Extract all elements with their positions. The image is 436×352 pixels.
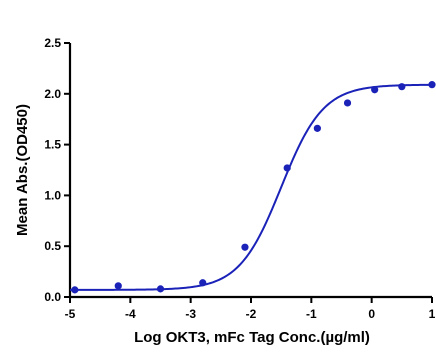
data-point: [371, 86, 379, 94]
y-tick-label: 0.0: [44, 290, 61, 304]
data-point: [241, 243, 249, 251]
data-point: [428, 81, 436, 89]
data-point: [199, 279, 207, 287]
data-point: [313, 124, 321, 132]
data-point: [71, 286, 79, 294]
y-axis-title: Mean Abs.(OD450): [14, 104, 31, 236]
x-tick-label: -3: [185, 307, 196, 321]
x-tick-label: -1: [306, 307, 317, 321]
x-axis: -5 -4 -3 -2 -1 0 1: [65, 295, 436, 321]
data-point: [398, 83, 406, 91]
data-point: [114, 282, 122, 290]
y-tick-label: 1.0: [44, 188, 61, 202]
x-tick-label: 1: [429, 307, 436, 321]
x-tick-label: -2: [246, 307, 257, 321]
x-tick-label: 0: [368, 307, 375, 321]
data-point: [283, 164, 291, 172]
fit-curve: [70, 83, 433, 291]
data-point: [156, 285, 165, 293]
data-point: [343, 99, 352, 107]
y-axis: 0.0 0.5 1.0 1.5 2.0 2.5: [44, 36, 72, 304]
y-tick-label: 1.5: [44, 138, 61, 152]
y-tick-label: 2.0: [44, 87, 61, 101]
data-points: [71, 81, 436, 294]
y-tick-label: 2.5: [44, 36, 61, 50]
x-ticks: -5 -4 -3 -2 -1 0 1: [65, 297, 436, 321]
y-ticks: 0.0 0.5 1.0 1.5 2.0 2.5: [44, 36, 70, 304]
x-axis-title: Log OKT3, mFc Tag Conc.(µg/ml): [134, 329, 370, 346]
x-tick-label: -4: [125, 307, 136, 321]
y-tick-label: 0.5: [44, 239, 61, 253]
x-tick-label: -5: [65, 307, 76, 321]
